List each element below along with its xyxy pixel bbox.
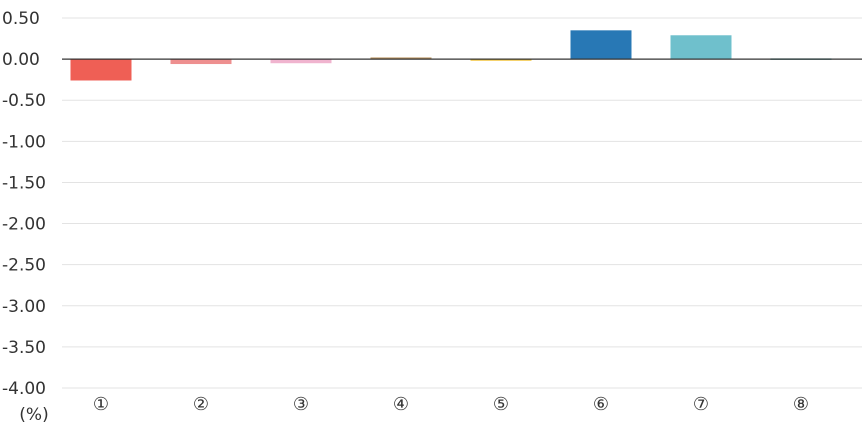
y-tick-label: -0.50 (2, 91, 46, 111)
y-tick-label: -1.00 (2, 132, 46, 152)
bar-7 (670, 35, 732, 60)
bar-3 (270, 59, 332, 64)
x-tick-label: ⑤ (493, 394, 509, 415)
y-tick-label: -2.50 (2, 256, 46, 276)
y-tick-label: -3.00 (2, 297, 46, 317)
y-tick-label: -3.50 (2, 338, 46, 358)
x-tick-label: ⑦ (693, 394, 709, 415)
y-tick-label: 0.00 (2, 50, 40, 70)
x-axis-tick-labels: ① ② ③ ④ ⑤ ⑥ ⑦ ⑧ (93, 394, 809, 415)
x-tick-label: ① (93, 394, 109, 415)
bars (70, 30, 832, 81)
y-tick-label: -4.00 (2, 379, 46, 399)
y-unit-label: (%) (19, 405, 48, 425)
bar-2 (170, 59, 232, 65)
x-tick-label: ⑥ (593, 394, 609, 415)
bar-1 (70, 59, 132, 81)
y-tick-label: -1.50 (2, 173, 46, 193)
bar-5 (470, 59, 532, 61)
bar-4 (370, 57, 432, 60)
y-tick-label: -2.00 (2, 215, 46, 235)
y-tick-label: 0.50 (2, 9, 40, 29)
gridlines (62, 17, 862, 389)
x-tick-label: ⑧ (793, 394, 809, 415)
x-tick-label: ③ (293, 394, 309, 415)
bar-6 (570, 30, 632, 60)
y-axis-tick-labels: 0.50 0.00 -0.50 -1.00 -1.50 -2.00 -2.50 -3.00 -3… (2, 9, 46, 399)
x-tick-label: ② (193, 394, 209, 415)
x-tick-label: ④ (393, 394, 409, 415)
